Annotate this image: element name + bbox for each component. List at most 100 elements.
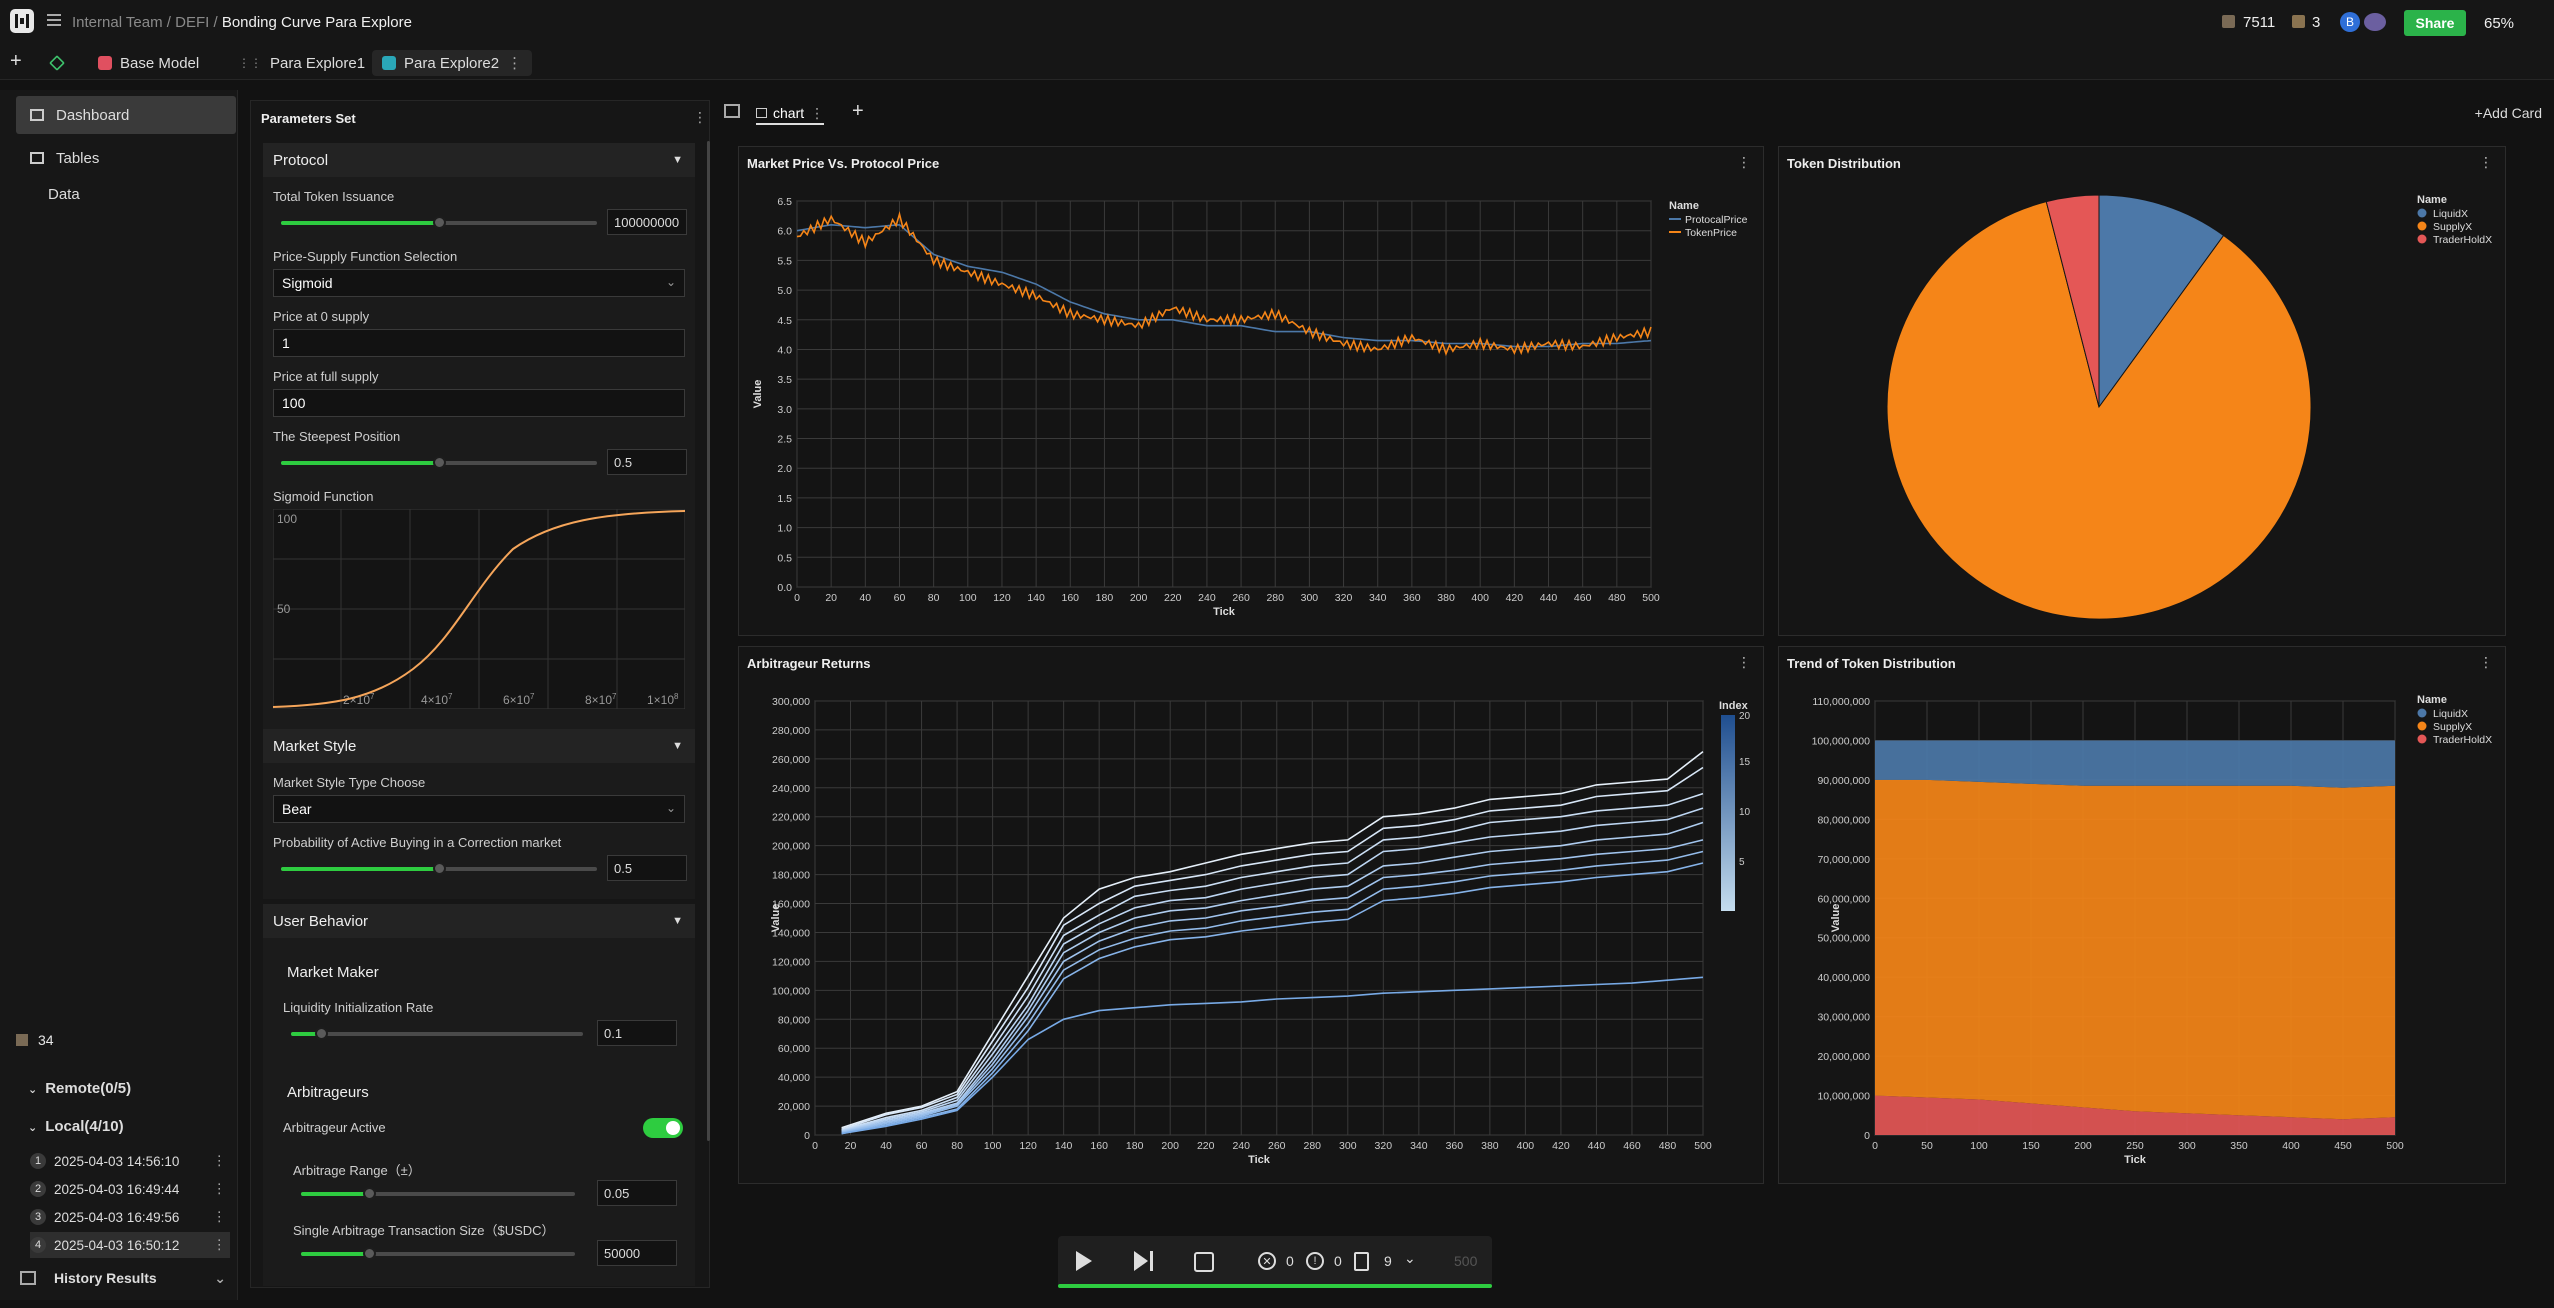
section-protocol[interactable]: Protocol ▼ — [263, 143, 695, 177]
sidebar-item-label: Tables — [56, 149, 100, 167]
x-tick-label: 20 — [825, 592, 837, 604]
step-forward-button[interactable] — [1134, 1251, 1148, 1271]
section-user-behavior[interactable]: User Behavior ▼ — [263, 904, 695, 938]
tab-base-model[interactable]: Base Model — [88, 50, 209, 76]
y-tick-label: 30,000,000 — [1817, 1012, 1870, 1024]
steep-input[interactable]: 0.5 — [607, 449, 687, 475]
market-type-label: Market Style Type Choose — [273, 775, 426, 790]
history-item[interactable]: 3 2025-04-03 16:49:56 ⋮ — [30, 1204, 230, 1230]
panel-arbitrageur-returns: Arbitrageur Returns ⋮ 0 20 40 60 80 100 120 140… — [738, 646, 1764, 1184]
liq-slider[interactable] — [291, 1027, 583, 1040]
more-icon[interactable]: ⋮ — [212, 1153, 227, 1168]
history-results-toggle[interactable]: History Results ⌄ — [20, 1266, 226, 1290]
section-market-style[interactable]: Market Style ▼ — [263, 729, 695, 763]
panel-market-price: Market Price Vs. Protocol Price ⋮ 0 20 40 6… — [738, 146, 1764, 636]
panel-menu-icon[interactable]: ⋮ — [693, 109, 707, 125]
pfull-label: Price at full supply — [273, 369, 379, 384]
issuance-input[interactable]: 100000000 — [607, 209, 687, 235]
sidebar: Dashboard Tables Data 34 ⌄ Remote(0/5) ⌄ L… — [0, 90, 238, 1300]
history-item[interactable]: 1 2025-04-03 14:56:10 ⋮ — [30, 1148, 230, 1174]
size-slider[interactable] — [301, 1247, 575, 1260]
p0-input[interactable]: 1 — [273, 329, 685, 357]
error-icon[interactable]: ✕ — [1258, 1252, 1276, 1270]
slider-handle[interactable] — [433, 216, 446, 229]
slider-handle[interactable] — [315, 1027, 328, 1040]
slider-handle[interactable] — [433, 862, 446, 875]
stop-button[interactable] — [1194, 1252, 1214, 1272]
share-button[interactable]: Share — [2404, 10, 2466, 36]
x-tick-label: 340 — [1410, 1140, 1428, 1152]
layers-icon[interactable] — [49, 55, 65, 71]
tab-para-explore1[interactable]: ⋮⋮ Para Explore1 — [228, 50, 375, 76]
arb-active-toggle[interactable] — [643, 1118, 683, 1138]
range-input[interactable]: 0.05 — [597, 1180, 677, 1206]
sidebar-item-data[interactable]: Data — [16, 175, 236, 213]
warning-icon[interactable]: ! — [1306, 1252, 1324, 1270]
slider-handle[interactable] — [363, 1247, 376, 1260]
y-axis-label: Value — [752, 380, 764, 409]
model-icon — [98, 56, 112, 70]
prob-input[interactable]: 0.5 — [607, 855, 687, 881]
play-button[interactable] — [1076, 1251, 1092, 1271]
tab-menu-icon[interactable]: ⋮ — [507, 55, 523, 72]
more-icon[interactable]: ⋮ — [212, 1237, 227, 1252]
legend-label: SupplyX — [2433, 221, 2472, 233]
more-icon[interactable]: ⋮ — [2479, 654, 2493, 670]
range-slider[interactable] — [301, 1187, 575, 1200]
size-input[interactable]: 50000 — [597, 1240, 677, 1266]
breadcrumb-team[interactable]: Internal Team — [72, 14, 163, 31]
tab-chart[interactable]: chart ⋮ — [756, 103, 825, 125]
x-tick-label: 150 — [2022, 1140, 2040, 1152]
history-item[interactable]: 2 2025-04-03 16:49:44 ⋮ — [30, 1176, 230, 1202]
slider-handle[interactable] — [433, 456, 446, 469]
avatar-flag — [2364, 13, 2386, 31]
sidebar-item-dashboard[interactable]: Dashboard — [16, 96, 236, 134]
y-tick-label: 110,000,000 — [1812, 696, 1870, 708]
market-type-select[interactable]: Bear ⌄ — [273, 795, 685, 823]
func-select[interactable]: Sigmoid ⌄ — [273, 269, 685, 297]
scrollbar[interactable] — [707, 141, 710, 1141]
app-logo[interactable] — [10, 9, 34, 33]
liq-input[interactable]: 0.1 — [597, 1020, 677, 1046]
sidebar-toggle-icon[interactable] — [724, 104, 740, 118]
section-title: Protocol — [273, 151, 329, 169]
y-tick-label: 0.5 — [777, 552, 792, 564]
issuance-slider[interactable] — [281, 216, 597, 229]
menu-icon[interactable] — [47, 14, 61, 26]
avatar[interactable]: B — [2340, 12, 2360, 32]
y-tick-label: 4.5 — [777, 315, 792, 327]
y-tick-label: 60,000 — [778, 1043, 810, 1055]
drag-handle-icon[interactable]: ⋮⋮ — [238, 56, 262, 70]
steep-slider[interactable] — [281, 456, 597, 469]
series-line-TokenPrice — [796, 211, 1652, 357]
x-tick-label: 440 — [1540, 592, 1558, 604]
chevron-down-icon[interactable]: ⌄ — [1404, 1250, 1416, 1266]
more-icon[interactable]: ⋮ — [1737, 154, 1751, 170]
local-section[interactable]: ⌄ Local(4/10) — [28, 1118, 124, 1135]
count-value: 34 — [38, 1032, 54, 1048]
x-tick-label: 500 — [1642, 592, 1660, 604]
remote-section[interactable]: ⌄ Remote(0/5) — [28, 1080, 131, 1097]
history-item[interactable]: 4 2025-04-03 16:50:12 ⋮ — [30, 1232, 230, 1258]
tab-para-explore2[interactable]: Para Explore2 ⋮ — [372, 50, 533, 76]
more-icon[interactable]: ⋮ — [212, 1181, 227, 1196]
page-icon[interactable] — [1354, 1252, 1369, 1271]
prob-slider[interactable] — [281, 862, 597, 875]
legend-swatch — [2417, 234, 2427, 244]
breadcrumb-section[interactable]: DEFI — [175, 14, 210, 31]
slider-handle[interactable] — [363, 1187, 376, 1200]
more-icon[interactable]: ⋮ — [1737, 654, 1751, 670]
more-icon[interactable]: ⋮ — [2479, 154, 2493, 170]
more-icon[interactable]: ⋮ — [212, 1209, 227, 1224]
x-tick-label: 50 — [1921, 1140, 1933, 1152]
tab-menu-icon[interactable]: ⋮ — [810, 104, 825, 121]
chart-trend-token: 0 50 100 150 200 250 300 350 400 450 500 0 10,000,00… — [1812, 694, 2493, 1166]
y-tick-label: 40,000 — [778, 1072, 810, 1084]
sidebar-item-tables[interactable]: Tables — [16, 139, 236, 177]
add-chart-tab-icon[interactable]: + — [852, 100, 864, 122]
add-card-button[interactable]: +Add Card — [2474, 105, 2542, 121]
chart-title: Market Price Vs. Protocol Price — [747, 156, 940, 171]
zoom-level[interactable]: 65% — [2484, 15, 2515, 32]
add-tab-icon[interactable]: + — [10, 50, 22, 72]
pfull-input[interactable]: 100 — [273, 389, 685, 417]
